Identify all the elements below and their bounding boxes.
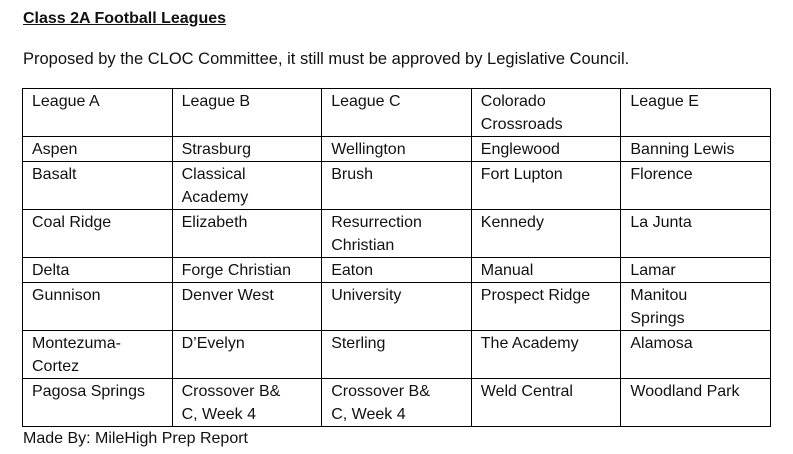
header-cell: Colorado Crossroads [470,88,622,137]
table-cell: Crossover B& C, Week 4 [321,378,472,427]
table-cell: Sterling [321,330,472,379]
table-cell: The Academy [470,330,622,379]
table-cell: Gunnison [22,282,173,331]
header-cell: League E [620,88,771,137]
table-cell: La Junta [620,209,771,258]
table-cell: University [321,282,472,331]
table-cell: Delta [22,257,173,283]
table-row: Montezuma- Cortez D’Evelyn Sterling The Aca… [22,330,771,379]
table-cell: Elizabeth [171,209,323,258]
table-cell: Eaton [321,257,472,283]
table-row: Pagosa Springs Crossover B& C, Week 4 Cros… [22,378,771,427]
table-cell: Denver West [171,282,323,331]
table-cell: Englewood [470,136,622,162]
header-cell: League B [171,88,323,137]
table-cell: Strasburg [171,136,323,162]
table-cell: Classical Academy [171,161,323,210]
table-cell: Pagosa Springs [22,378,173,427]
table-cell: Coal Ridge [22,209,173,258]
document-subtitle: Proposed by the CLOC Committee, it still… [23,50,630,68]
table-cell: Kennedy [470,209,622,258]
table-cell: Fort Lupton [470,161,622,210]
table-cell: Florence [620,161,771,210]
header-row: League A League B League C Colorado Crossro… [22,88,771,137]
table-row: Delta Forge Christian Eaton Manual Lamar [22,257,771,283]
table-row: Coal Ridge Elizabeth Resurrection Christia… [22,209,771,258]
table-cell: D’Evelyn [171,330,323,379]
table-row: Aspen Strasburg Wellington Englewood Banning… [22,136,771,162]
table-cell: Weld Central [470,378,622,427]
table-section: League A League B League C Colorado Crossro… [22,88,771,449]
table-cell: Aspen [22,136,173,162]
table-cell: Woodland Park [620,378,771,427]
footer-credit: Made By: MileHigh Prep Report [23,430,248,447]
leagues-table: League A League B League C Colorado Crossro… [22,88,771,427]
table-cell: Lamar [620,257,771,283]
header-cell: League C [321,88,472,137]
table-cell: Alamosa [620,330,771,379]
document-title: Class 2A Football Leagues [23,10,227,27]
table-cell: Crossover B& C, Week 4 [171,378,323,427]
table-row: Basalt Classical Academy Brush Fort Lupton F… [22,161,771,210]
header-cell: League A [22,88,173,137]
table-cell: Manual [470,257,622,283]
table-cell: Forge Christian [171,257,323,283]
table-cell: Wellington [321,136,472,162]
table-cell: Prospect Ridge [470,282,622,331]
table-row: Gunnison Denver West University Prospect Ri… [22,282,771,331]
table-cell: Resurrection Christian [321,209,472,258]
table-cell: Manitou Springs [620,282,771,331]
table-cell: Banning Lewis [620,136,771,162]
table-cell: Montezuma- Cortez [22,330,173,379]
table-cell: Basalt [22,161,173,210]
table-cell: Brush [321,161,472,210]
